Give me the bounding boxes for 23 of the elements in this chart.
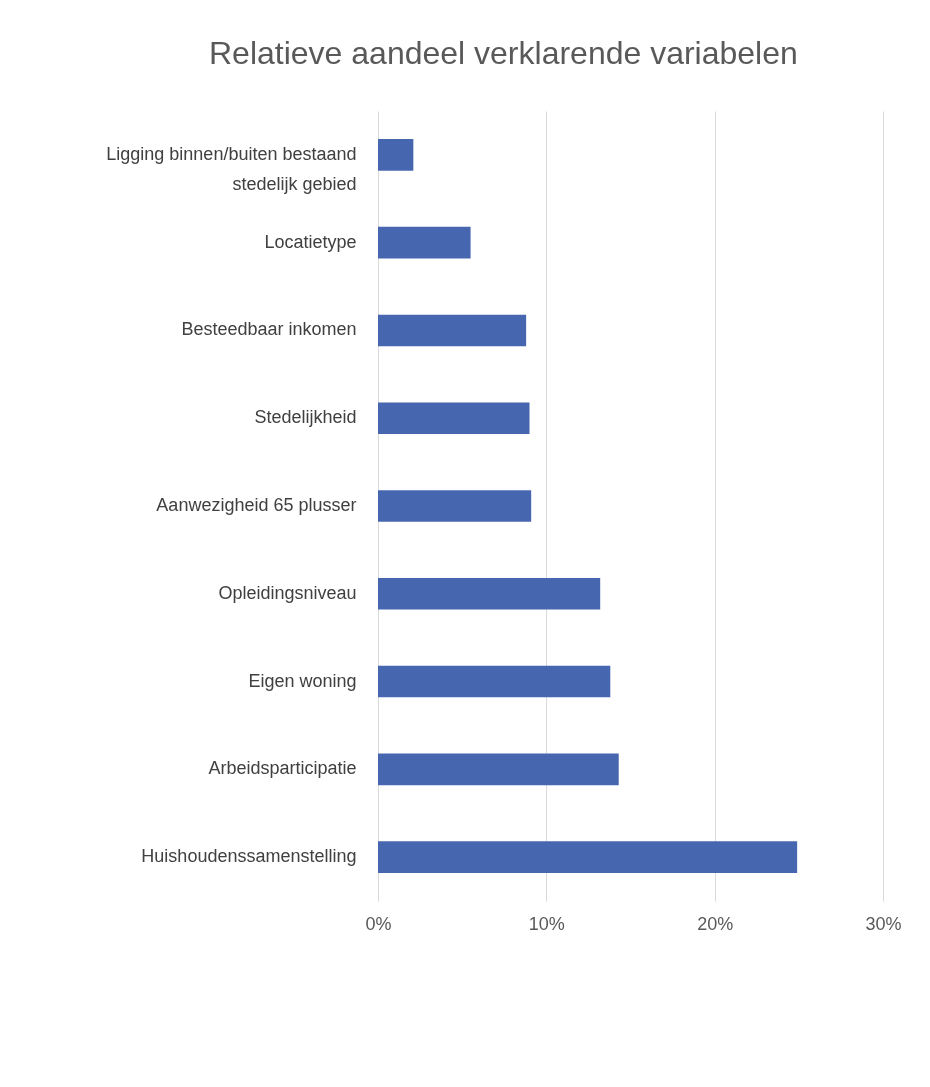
bar [378, 665, 611, 698]
x-tick-label: 0% [365, 913, 392, 934]
x-tick-label: 20% [697, 913, 734, 934]
y-tick-label: Besteedbaar inkomen [181, 319, 357, 340]
y-tick-label: Stedelijkheid [254, 407, 357, 428]
bar [378, 314, 527, 347]
bar [378, 577, 601, 610]
bar [378, 226, 471, 259]
bar [378, 139, 414, 171]
chart-title: Relatieve aandeel verklarende variabelen [208, 35, 798, 71]
y-tick-label: Huishoudenssamenstelling [141, 846, 357, 867]
y-tick-label: Ligging binnen/buiten bestaand stedelijk gebied [106, 143, 357, 194]
x-tick-label: 10% [528, 913, 565, 934]
y-tick-label: Opleidingsniveau [218, 582, 357, 603]
bar [378, 753, 619, 786]
y-tick-label: Eigen woning [248, 670, 357, 691]
bar [378, 841, 798, 873]
y-tick-label: Locatietype [264, 231, 357, 252]
y-tick-label: Aanwezigheid 65 plusser [156, 495, 357, 515]
y-tick-label: Arbeidsparticipatie [208, 758, 357, 779]
bar [378, 402, 530, 435]
bar [378, 490, 532, 522]
x-tick-label: 30% [865, 913, 902, 934]
